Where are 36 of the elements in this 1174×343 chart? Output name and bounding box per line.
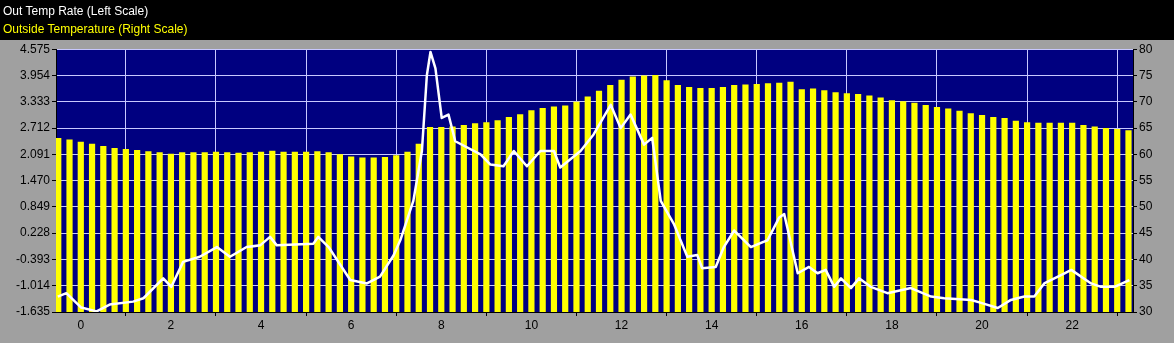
y2-tick-label: 55 (1139, 172, 1153, 187)
y-tick-label: 0.849 (19, 199, 51, 214)
x-tick-label: 2 (167, 317, 175, 332)
x-tick-label: 0 (77, 317, 85, 332)
text: Out Temp Rate (Left Scale) (3, 3, 149, 19)
y-tick-label: 4.575 (19, 41, 51, 56)
x-tick-label: 6 (347, 317, 355, 332)
y-tick-label: 2.712 (19, 120, 51, 135)
x-tick-label: 8 (437, 317, 445, 332)
y-tick-label: 1.470 (19, 172, 51, 187)
x-tick-label: 10 (524, 317, 539, 332)
y2-tick-label: 65 (1139, 120, 1153, 135)
y2-tick-label: 80 (1139, 41, 1153, 56)
y2-tick-label: 60 (1139, 146, 1153, 161)
y-tick-label: -1.014 (15, 278, 51, 293)
y-tick-label: 3.333 (19, 94, 51, 109)
y-tick-label: -1.635 (15, 304, 51, 319)
x-tick-label: 14 (704, 317, 719, 332)
x-tick-label: 4 (257, 317, 265, 332)
y2-tick-label: 50 (1139, 199, 1153, 214)
x-tick-label: 20 (975, 317, 990, 332)
y-tick-label: 3.954 (19, 67, 51, 82)
y-tick-label: 2.091 (19, 146, 51, 161)
y2-tick-label: 45 (1139, 225, 1153, 240)
y2-tick-label: 75 (1139, 67, 1153, 82)
text: Outside Temperature (Right Scale) (3, 21, 188, 37)
x-tick-label: 18 (885, 317, 899, 332)
y-tick-label: 0.228 (19, 225, 51, 240)
y2-tick-label: 70 (1139, 94, 1153, 109)
y2-tick-label: 40 (1139, 251, 1153, 266)
y-tick-label: -0.393 (15, 251, 51, 266)
x-tick-label: 12 (614, 317, 629, 332)
x-tick-label: 22 (1065, 317, 1080, 332)
y2-tick-label: 35 (1139, 278, 1153, 293)
x-tick-label: 16 (795, 317, 809, 332)
y2-tick-label: 30 (1139, 304, 1153, 319)
